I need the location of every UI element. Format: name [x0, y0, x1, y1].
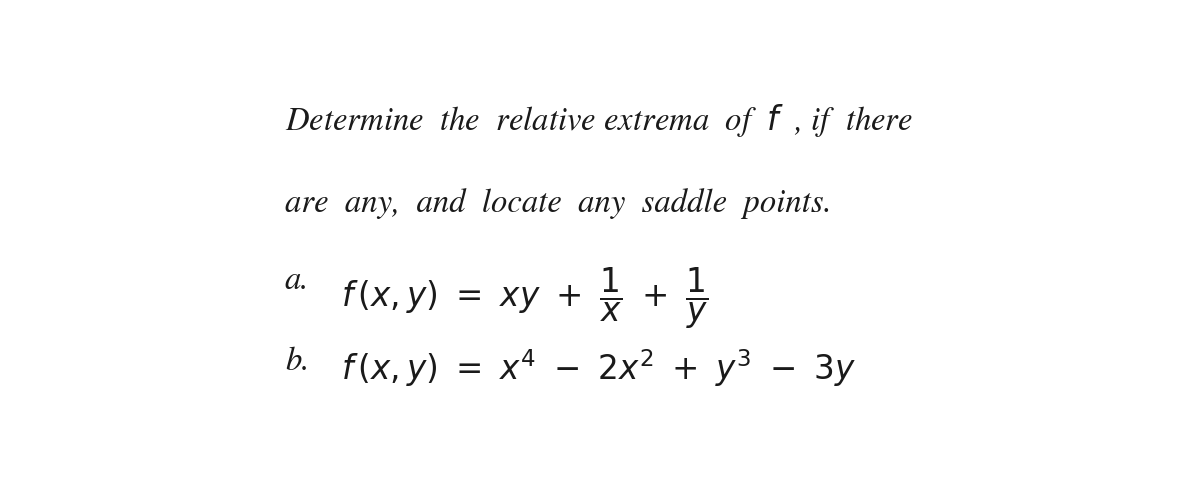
Text: are  any,  and  locate  any  saddle  points.: are any, and locate any saddle points.: [284, 188, 832, 219]
Text: $f\,(x,y)\ =\ x^4\ -\ 2x^2\ +\ y^3\ -\ 3y$: $f\,(x,y)\ =\ x^4\ -\ 2x^2\ +\ y^3\ -\ 3…: [341, 347, 856, 389]
Text: $f\,(x,y)\ =\ xy\ +\ \dfrac{1}{x}\ +\ \dfrac{1}{y}$: $f\,(x,y)\ =\ xy\ +\ \dfrac{1}{x}\ +\ \d…: [341, 266, 708, 331]
Text: a.: a.: [284, 266, 310, 297]
Text: b.: b.: [284, 347, 310, 377]
Text: Determine  the  relative extrema  of  $f$  , if  there: Determine the relative extrema of $f$ , …: [284, 102, 913, 139]
